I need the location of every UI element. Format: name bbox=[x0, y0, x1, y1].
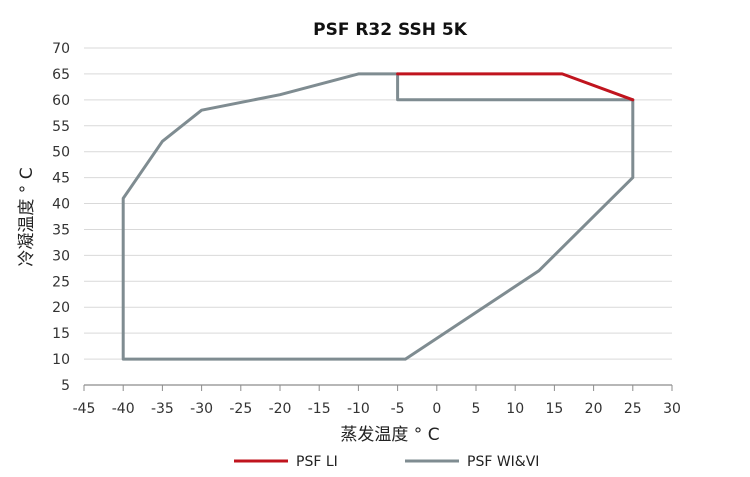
y-tick-label: 25 bbox=[52, 274, 70, 290]
x-tick-label: -35 bbox=[151, 401, 174, 417]
x-tick-label: -15 bbox=[308, 401, 331, 417]
x-tick-label: -45 bbox=[73, 401, 96, 417]
x-axis-label: 蒸发温度 ° C bbox=[340, 425, 439, 445]
y-tick-label: 65 bbox=[52, 67, 70, 83]
legend-label-1: PSF LI bbox=[296, 454, 338, 470]
x-tick-label: -30 bbox=[190, 401, 213, 417]
y-tick-label: 30 bbox=[52, 248, 70, 264]
y-tick-labels: 5 10 15 20 25 30 35 40 45 50 55 60 65 70 bbox=[52, 41, 70, 394]
y-tick-label: 60 bbox=[52, 93, 70, 109]
legend-label-2: PSF WI&VI bbox=[467, 454, 539, 470]
x-tick-label: 5 bbox=[472, 401, 481, 417]
y-tick-label: 10 bbox=[52, 352, 70, 368]
series-line-1 bbox=[396, 72, 635, 102]
series-group bbox=[121, 72, 635, 361]
y-tick-label: 55 bbox=[52, 119, 70, 135]
y-tick-label: 20 bbox=[52, 300, 70, 316]
y-tick-label: 35 bbox=[52, 222, 70, 238]
chart-title: PSF R32 SSH 5K bbox=[313, 20, 468, 40]
x-tick-label: -25 bbox=[229, 401, 252, 417]
x-tick-label: 0 bbox=[432, 401, 441, 417]
legend: PSF LI PSF WI&VI bbox=[234, 454, 539, 470]
y-tick-label: 40 bbox=[52, 197, 70, 213]
y-axis-label: 冷凝温度 ° C bbox=[17, 167, 37, 266]
x-tick-label: -40 bbox=[112, 401, 135, 417]
x-tick-label: -10 bbox=[347, 401, 370, 417]
series-line-2 bbox=[121, 72, 635, 361]
y-tick-label: 15 bbox=[52, 326, 70, 342]
x-tick-label: 25 bbox=[624, 401, 642, 417]
grid bbox=[84, 47, 672, 360]
y-tick-label: 50 bbox=[52, 145, 70, 161]
x-tick-label: -20 bbox=[269, 401, 292, 417]
x-tick-label: 30 bbox=[663, 401, 681, 417]
y-tick-label: 5 bbox=[61, 378, 70, 394]
y-tick-label: 45 bbox=[52, 171, 70, 187]
x-tick-label: 15 bbox=[545, 401, 563, 417]
axes bbox=[83, 384, 673, 391]
x-tick-labels: -45 -40 -35 -30 -25 -20 -15 -10 -5 0 5 10 15 20 25 30 bbox=[73, 401, 681, 417]
x-tick-label: -5 bbox=[391, 401, 405, 417]
x-tick-label: 20 bbox=[585, 401, 603, 417]
y-tick-label: 70 bbox=[52, 41, 70, 57]
x-tick-label: 10 bbox=[506, 401, 524, 417]
